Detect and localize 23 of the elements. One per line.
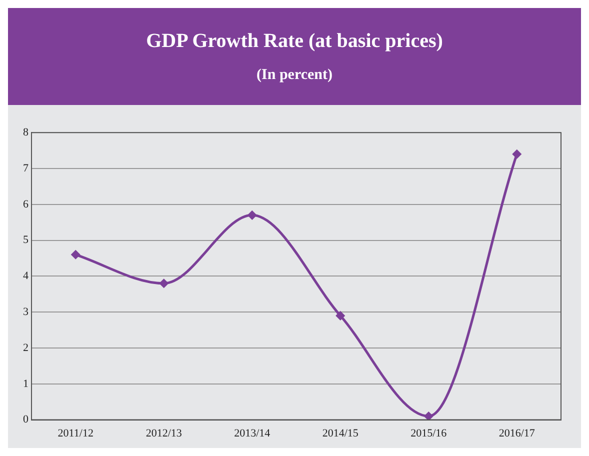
y-tick-label: 6 bbox=[23, 198, 29, 210]
x-tick-label: 2014/15 bbox=[322, 427, 359, 440]
y-tick-label: 7 bbox=[23, 162, 29, 174]
point bbox=[71, 250, 80, 259]
chart-title: GDP Growth Rate (at basic prices) bbox=[145, 29, 444, 53]
x-tick-label: 2016/17 bbox=[498, 427, 536, 440]
x-tick-label: 2012/13 bbox=[146, 427, 182, 440]
point bbox=[512, 150, 522, 158]
chart-subtitle: (In percent) bbox=[256, 66, 334, 84]
y-tick-label: 2 bbox=[23, 342, 28, 354]
point bbox=[336, 311, 345, 320]
x-tick-label: 2015/16 bbox=[410, 427, 448, 440]
y-tick-label: 8 bbox=[23, 126, 29, 138]
x-tick-label: 2011/12 bbox=[58, 427, 94, 440]
y-tick-label: 5 bbox=[23, 234, 29, 246]
x-tick-label: 2013/14 bbox=[234, 427, 271, 440]
y-tick-label: 4 bbox=[23, 270, 29, 282]
point bbox=[248, 210, 256, 220]
y-tick-label: 1 bbox=[23, 378, 28, 390]
y-tick-label: 0 bbox=[23, 414, 29, 426]
y-tick-label: 3 bbox=[23, 306, 29, 318]
point bbox=[160, 279, 168, 288]
point bbox=[424, 412, 433, 420]
